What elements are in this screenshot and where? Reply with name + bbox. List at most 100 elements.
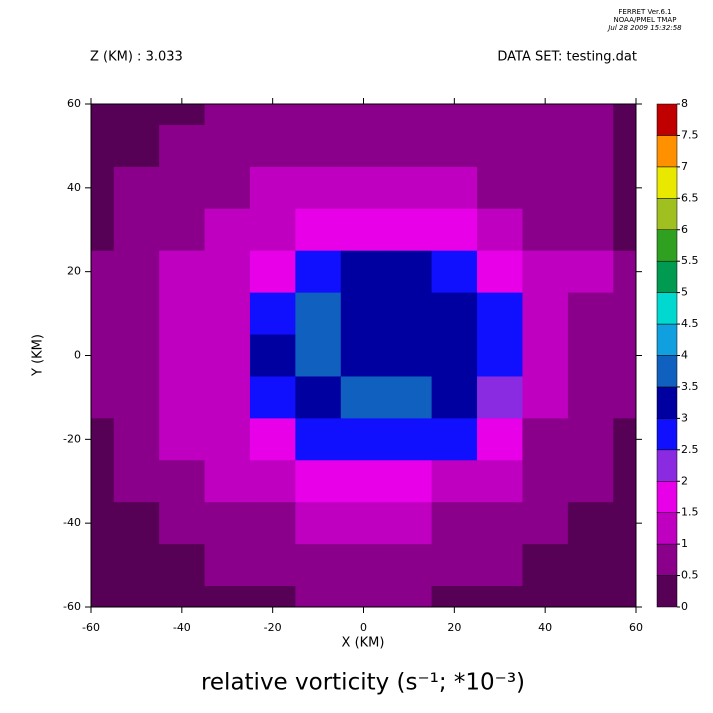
y-tick-label: 0 <box>74 349 81 362</box>
contour-cell <box>477 166 523 210</box>
contour-cell <box>613 460 637 503</box>
contour-cell <box>340 376 387 419</box>
contour-cell <box>159 460 206 503</box>
contour-cell <box>340 586 387 608</box>
contour-cell <box>249 460 296 503</box>
contour-cell <box>249 292 296 336</box>
contour-cell <box>295 376 342 419</box>
contour-cell <box>159 292 206 336</box>
contour-cell <box>477 418 523 461</box>
contour-cell <box>340 460 387 503</box>
contour-cell <box>386 376 433 419</box>
contour-cell <box>91 544 115 587</box>
contour-cell <box>613 544 637 587</box>
contour-cell <box>204 586 251 608</box>
contour-cell <box>91 586 115 608</box>
contour-cell <box>431 544 478 587</box>
contour-cell <box>91 250 115 294</box>
contour-cell <box>386 104 433 126</box>
contour-cell <box>431 418 478 461</box>
contour-cell <box>159 250 206 294</box>
colorbar-label: 2 <box>681 474 688 487</box>
contour-cell <box>567 250 614 294</box>
contour-cell <box>113 586 160 608</box>
contour-cell <box>522 166 569 210</box>
y-tick-label: 40 <box>67 181 81 194</box>
contour-cell <box>613 292 637 336</box>
contour-cell <box>159 124 206 168</box>
y-tick-label: 60 <box>67 97 81 110</box>
contour-cell <box>522 586 569 608</box>
colorbar-label: 2.5 <box>681 443 699 456</box>
contour-cell <box>91 418 115 461</box>
colorbar-label: 0.5 <box>681 569 699 582</box>
contour-cell <box>567 334 614 377</box>
contour-cell <box>431 502 478 545</box>
contour-cell <box>113 250 160 294</box>
org-label: NOAA/PMEL TMAP <box>614 16 677 24</box>
colorbar-bin <box>656 135 678 168</box>
colorbar-label: 4.5 <box>681 317 699 330</box>
contour-cell <box>477 376 523 419</box>
contour-cell <box>386 250 433 294</box>
x-axis-label: X (KM) <box>342 636 385 651</box>
contour-cell <box>386 460 433 503</box>
contour-cell <box>204 334 251 377</box>
y-tick-label: 20 <box>67 265 81 278</box>
contour-cell <box>613 334 637 377</box>
contour-cell <box>113 460 160 503</box>
contour-cell <box>386 334 433 377</box>
contour-cell <box>567 376 614 419</box>
contour-cell <box>204 544 251 587</box>
contour-cell <box>159 586 206 608</box>
contour-cell <box>567 418 614 461</box>
colorbar-label: 4 <box>681 349 688 362</box>
contour-cell <box>249 418 296 461</box>
contour-cell <box>477 104 523 126</box>
y-tick-label: -60 <box>63 600 81 613</box>
colorbar-label: 1 <box>681 537 688 550</box>
subtitle-right: DATA SET: testing.dat <box>497 50 637 65</box>
contour-cell <box>431 586 478 608</box>
contour-cell <box>431 250 478 294</box>
contour-cell <box>113 166 160 210</box>
contour-cell <box>113 208 160 252</box>
contour-cell <box>431 104 478 126</box>
colorbar-bin <box>656 481 678 513</box>
contour-cell <box>431 208 478 252</box>
colorbar-bin <box>656 418 678 451</box>
contour-cell <box>431 166 478 210</box>
contour-cell <box>477 460 523 503</box>
contour-cell <box>159 418 206 461</box>
contour-cell <box>386 124 433 168</box>
contour-cell <box>340 166 387 210</box>
colorbar-bin <box>656 166 678 199</box>
contour-cell <box>522 418 569 461</box>
contour-cell <box>522 502 569 545</box>
contour-cell <box>113 104 160 126</box>
contour-cell <box>522 376 569 419</box>
contour-cell <box>522 124 569 168</box>
colorbar-label: 7 <box>681 160 688 173</box>
y-axis-label: Y (KM) <box>31 334 46 377</box>
colorbar-bin <box>656 103 678 136</box>
contour-cell <box>477 250 523 294</box>
contour-cell <box>91 104 115 126</box>
contour-cell <box>204 502 251 545</box>
x-tick-label: -40 <box>173 621 191 634</box>
colorbar-bin <box>656 229 678 262</box>
contour-cell <box>522 208 569 252</box>
contour-cell <box>386 208 433 252</box>
contour-cell <box>340 208 387 252</box>
x-tick-label: 40 <box>538 621 552 634</box>
contour-cell <box>340 334 387 377</box>
contour-cell <box>477 544 523 587</box>
contour-cell <box>204 166 251 210</box>
contour-cell <box>567 586 614 608</box>
contour-cell <box>613 104 637 126</box>
contour-cell <box>91 460 115 503</box>
contour-cell <box>249 124 296 168</box>
contour-cell <box>295 250 342 294</box>
